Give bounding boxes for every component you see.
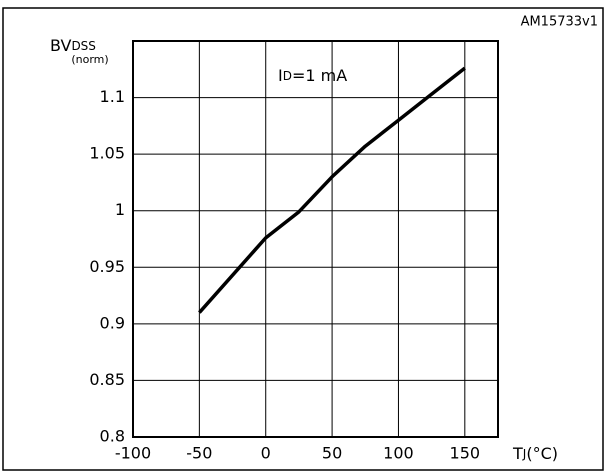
x-label-unit: (°C) <box>526 444 558 463</box>
y-tick-label: 0.95 <box>89 257 125 276</box>
x-axis-label: TJ(°C) <box>512 444 558 463</box>
x-label-sub: J <box>522 447 527 461</box>
annotation-sub: D <box>283 69 292 83</box>
x-tick-label: -50 <box>186 444 212 463</box>
annotation-main: I <box>278 66 283 85</box>
y-tick-label: 1.1 <box>100 87 125 106</box>
x-tick-label: 50 <box>322 444 342 463</box>
annotation: ID=1 mA <box>278 66 347 85</box>
annotation-rest: =1 mA <box>292 66 347 85</box>
x-tick-label: 150 <box>450 444 481 463</box>
y-axis-label: BVDSS <box>50 36 96 55</box>
y-tick-label: 0.85 <box>89 370 125 389</box>
x-label-main: T <box>512 444 523 463</box>
y-label-main: BV <box>50 36 71 55</box>
x-tick-label: 100 <box>383 444 414 463</box>
y-axis-unit: (norm) <box>71 53 108 66</box>
y-tick-label: 1 <box>115 200 125 219</box>
y-tick-label: 0.8 <box>100 427 125 446</box>
figure-code: AM15733v1 <box>521 15 598 30</box>
frame <box>2 7 604 471</box>
x-tick-label: 0 <box>261 444 271 463</box>
y-label-sub: DSS <box>71 39 95 53</box>
y-tick-label: 1.05 <box>89 144 125 163</box>
data-line <box>198 66 466 314</box>
y-tick-label: 0.9 <box>100 313 125 332</box>
plot-area <box>132 40 499 438</box>
x-tick-label: -100 <box>115 444 151 463</box>
